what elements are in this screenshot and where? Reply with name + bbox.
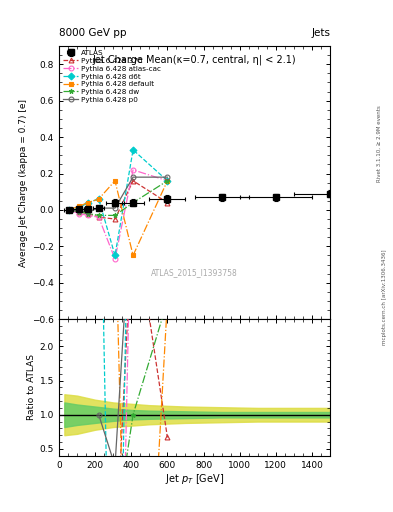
Legend: ATLAS, Pythia 6.428 370, Pythia 6.428 atlas-cac, Pythia 6.428 d6t, Pythia 6.428 : ATLAS, Pythia 6.428 370, Pythia 6.428 at… bbox=[61, 48, 163, 104]
Pythia 6.428 p0 bbox=[66, 207, 71, 213]
Pythia 6.428 default bbox=[86, 200, 90, 206]
Pythia 6.428 370 bbox=[165, 200, 170, 206]
Pythia 6.428 dw bbox=[96, 212, 101, 219]
Pythia 6.428 dw bbox=[165, 178, 170, 184]
Pythia 6.428 default bbox=[96, 196, 101, 202]
Line: Pythia 6.428 dw: Pythia 6.428 dw bbox=[66, 178, 170, 218]
Pythia 6.428 p0 bbox=[77, 208, 81, 214]
Pythia 6.428 atlas-cac bbox=[66, 207, 71, 213]
Pythia 6.428 atlas-cac bbox=[165, 178, 170, 184]
Pythia 6.428 p0 bbox=[96, 205, 101, 211]
Pythia 6.428 default bbox=[77, 203, 81, 209]
Pythia 6.428 p0 bbox=[165, 174, 170, 180]
Pythia 6.428 atlas-cac bbox=[96, 214, 101, 220]
Pythia 6.428 d6t bbox=[77, 205, 81, 211]
Pythia 6.428 d6t bbox=[165, 178, 170, 184]
Pythia 6.428 atlas-cac bbox=[131, 167, 136, 173]
Pythia 6.428 atlas-cac bbox=[86, 212, 90, 219]
Pythia 6.428 d6t bbox=[131, 147, 136, 153]
Pythia 6.428 dw bbox=[113, 212, 118, 219]
Pythia 6.428 default bbox=[113, 178, 118, 184]
Text: Jets: Jets bbox=[311, 28, 330, 38]
Pythia 6.428 default bbox=[66, 207, 71, 213]
Pythia 6.428 atlas-cac bbox=[77, 210, 81, 217]
Pythia 6.428 p0 bbox=[113, 205, 118, 211]
Pythia 6.428 d6t bbox=[66, 207, 71, 213]
Pythia 6.428 d6t bbox=[86, 200, 90, 206]
Pythia 6.428 370 bbox=[113, 216, 118, 222]
Pythia 6.428 default bbox=[165, 178, 170, 184]
Line: Pythia 6.428 d6t: Pythia 6.428 d6t bbox=[66, 147, 170, 258]
Pythia 6.428 p0 bbox=[86, 209, 90, 215]
X-axis label: Jet $p_T$ [GeV]: Jet $p_T$ [GeV] bbox=[165, 472, 224, 486]
Pythia 6.428 370 bbox=[86, 210, 90, 217]
Pythia 6.428 d6t bbox=[96, 196, 101, 202]
Text: Jet Charge Mean(κ=0.7, central, η| < 2.1): Jet Charge Mean(κ=0.7, central, η| < 2.1… bbox=[93, 54, 296, 65]
Y-axis label: Average Jet Charge (kappa = 0.7) [e]: Average Jet Charge (kappa = 0.7) [e] bbox=[19, 99, 28, 267]
Y-axis label: Ratio to ATLAS: Ratio to ATLAS bbox=[27, 354, 35, 420]
Pythia 6.428 d6t bbox=[113, 252, 118, 259]
Text: 8000 GeV pp: 8000 GeV pp bbox=[59, 28, 127, 38]
Pythia 6.428 dw bbox=[86, 210, 90, 217]
Pythia 6.428 dw bbox=[77, 209, 81, 215]
Pythia 6.428 370 bbox=[77, 209, 81, 215]
Pythia 6.428 p0 bbox=[131, 174, 136, 180]
Line: Pythia 6.428 p0: Pythia 6.428 p0 bbox=[66, 175, 170, 214]
Pythia 6.428 370 bbox=[96, 214, 101, 220]
Pythia 6.428 default bbox=[131, 252, 136, 259]
Line: Pythia 6.428 370: Pythia 6.428 370 bbox=[66, 178, 170, 222]
Pythia 6.428 dw bbox=[66, 207, 71, 213]
Pythia 6.428 dw bbox=[131, 200, 136, 206]
Pythia 6.428 370 bbox=[66, 207, 71, 213]
Line: Pythia 6.428 atlas-cac: Pythia 6.428 atlas-cac bbox=[66, 167, 170, 262]
Pythia 6.428 370 bbox=[131, 178, 136, 184]
Text: ATLAS_2015_I1393758: ATLAS_2015_I1393758 bbox=[151, 268, 238, 277]
Line: Pythia 6.428 default: Pythia 6.428 default bbox=[66, 178, 170, 258]
Text: mcplots.cern.ch [arXiv:1306.3436]: mcplots.cern.ch [arXiv:1306.3436] bbox=[382, 249, 387, 345]
Pythia 6.428 atlas-cac bbox=[113, 256, 118, 262]
Text: Rivet 3.1.10, ≥ 2.9M events: Rivet 3.1.10, ≥ 2.9M events bbox=[377, 105, 382, 182]
